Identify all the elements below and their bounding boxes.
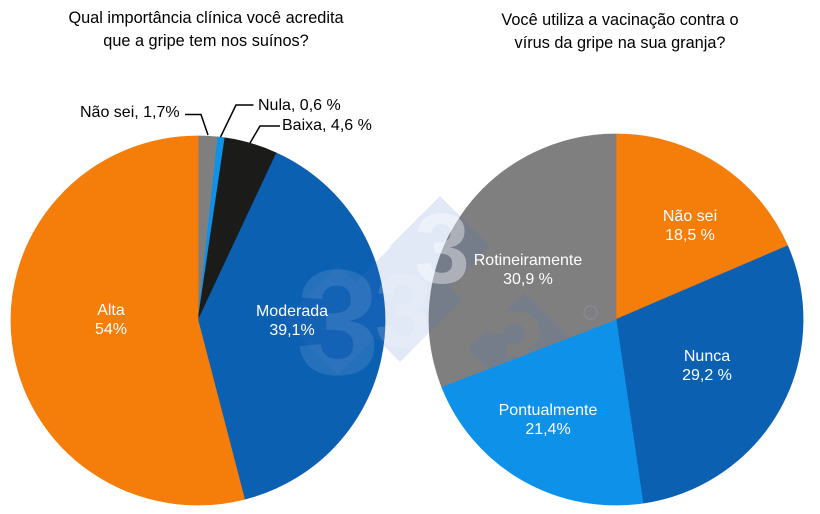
svg-text:3: 3 [296,238,379,406]
svg-text:3: 3 [375,253,433,370]
svg-text:3: 3 [414,193,470,305]
